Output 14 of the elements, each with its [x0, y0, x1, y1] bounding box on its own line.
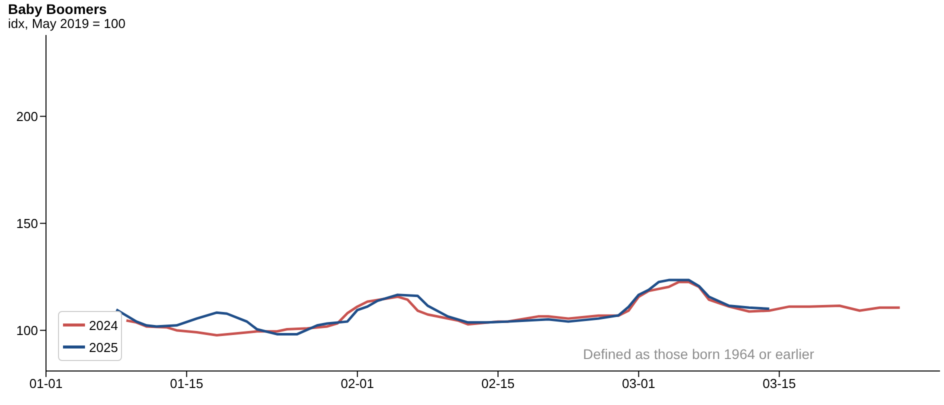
chart-subtitle: idx, May 2019 = 100: [8, 16, 126, 31]
y-tick-label: 200: [16, 108, 38, 124]
x-tick-label: 01-15: [170, 376, 204, 392]
y-tick-label: 150: [16, 216, 38, 231]
legend-label: 2024: [89, 318, 118, 332]
x-tick-label: 03-15: [762, 376, 796, 392]
x-tick-label: 02-15: [481, 376, 515, 392]
legend-label: 2025: [89, 340, 118, 354]
x-tick-label: 02-01: [340, 376, 374, 392]
annotation: Defined as those born 1964 or earlier: [583, 346, 814, 362]
y-tick-label: 100: [16, 322, 38, 338]
chart-title: Baby Boomers: [8, 1, 108, 17]
x-tick-label: 01-01: [29, 376, 63, 392]
x-tick-label: 03-01: [622, 376, 656, 392]
